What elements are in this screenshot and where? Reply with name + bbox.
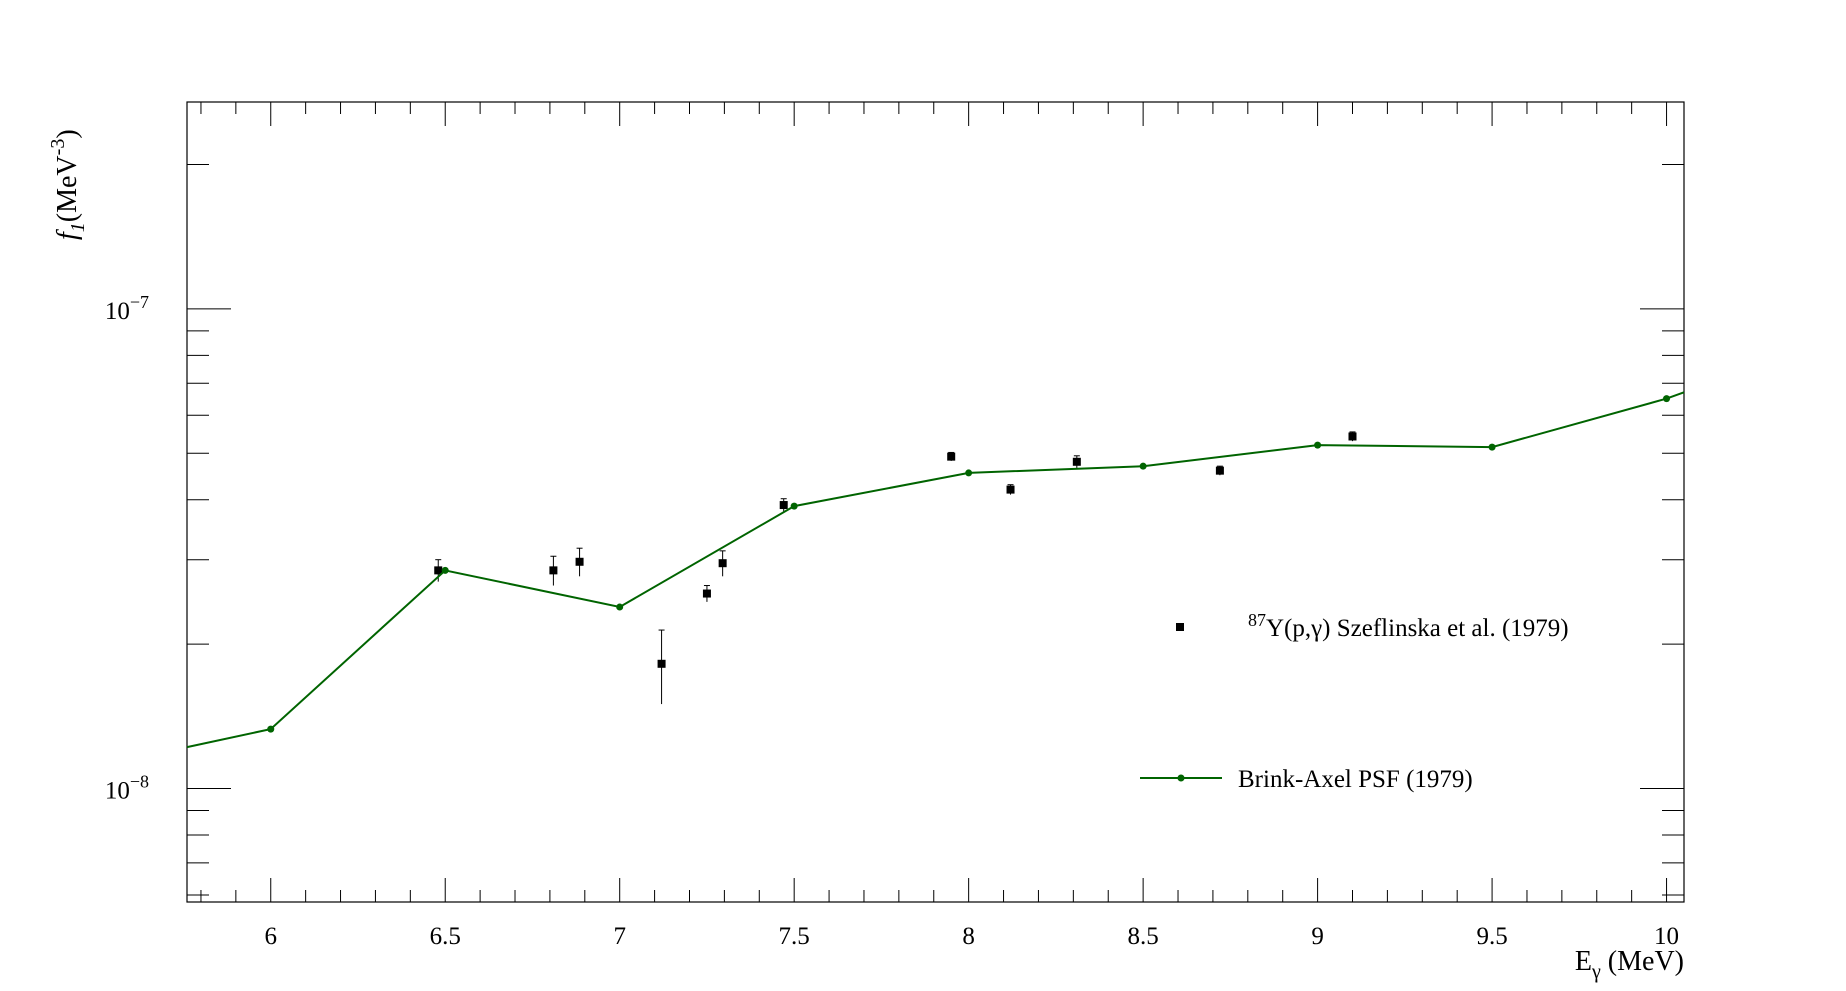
- data-point: [718, 559, 727, 568]
- data-point: [1348, 432, 1357, 441]
- data-point: [575, 557, 584, 566]
- x-tick-label: 9: [1311, 923, 1324, 950]
- x-tick-label: 7: [613, 923, 626, 950]
- legend-label-data: 87Y(p,γ) Szeflinska et al. (1979): [1248, 610, 1569, 642]
- x-tick-label: 7.5: [779, 923, 810, 950]
- model-point: [267, 725, 275, 733]
- series-model-line: [186, 391, 1685, 749]
- y-tick-label: 10−7: [105, 292, 149, 325]
- model-point: [1139, 462, 1147, 470]
- y-axis-title: f1(MeV-3): [47, 129, 89, 240]
- data-point: [1006, 485, 1015, 494]
- legend: 87Y(p,γ) Szeflinska et al. (1979) Brink-…: [1140, 610, 1569, 793]
- legend-label-model: Brink-Axel PSF (1979): [1238, 766, 1473, 793]
- x-tick-label: 8.5: [1128, 923, 1159, 950]
- major-ticks: [187, 102, 1684, 902]
- model-point: [1663, 395, 1671, 403]
- x-tick-labels: 6 6.5 7 7.5 8 8.5 9 9.5 10: [264, 923, 1679, 950]
- x-tick-label: 9.5: [1476, 923, 1507, 950]
- plot-frame: [186, 101, 1685, 903]
- x-tick-label: 6: [264, 923, 277, 950]
- data-point: [702, 589, 711, 598]
- data-point: [1072, 457, 1081, 466]
- x-tick-label: 8: [962, 923, 975, 950]
- model-point: [616, 603, 624, 611]
- x-axis-title: Eγ (MeV): [1575, 946, 1684, 983]
- data-point: [947, 452, 956, 461]
- data-point: [549, 566, 558, 575]
- data-point: [657, 659, 666, 668]
- legend-marker-model: [1177, 774, 1185, 782]
- data-point: [1215, 466, 1224, 475]
- model-point: [1488, 443, 1496, 451]
- series-data-points: [434, 431, 1357, 705]
- model-point: [965, 469, 973, 477]
- x-tick-label: 10: [1654, 923, 1679, 950]
- data-point: [779, 501, 788, 510]
- y-tick-label: 10−8: [105, 772, 149, 805]
- legend-marker-data: [1176, 623, 1184, 631]
- x-tick-label: 6.5: [430, 923, 461, 950]
- y-tick-labels: 10−7 10−8: [105, 292, 149, 805]
- model-line: [186, 391, 1685, 749]
- model-point: [790, 502, 798, 510]
- model-point: [441, 566, 449, 574]
- model-point: [1314, 441, 1322, 449]
- data-point: [434, 566, 443, 575]
- minor-ticks: [187, 102, 1684, 902]
